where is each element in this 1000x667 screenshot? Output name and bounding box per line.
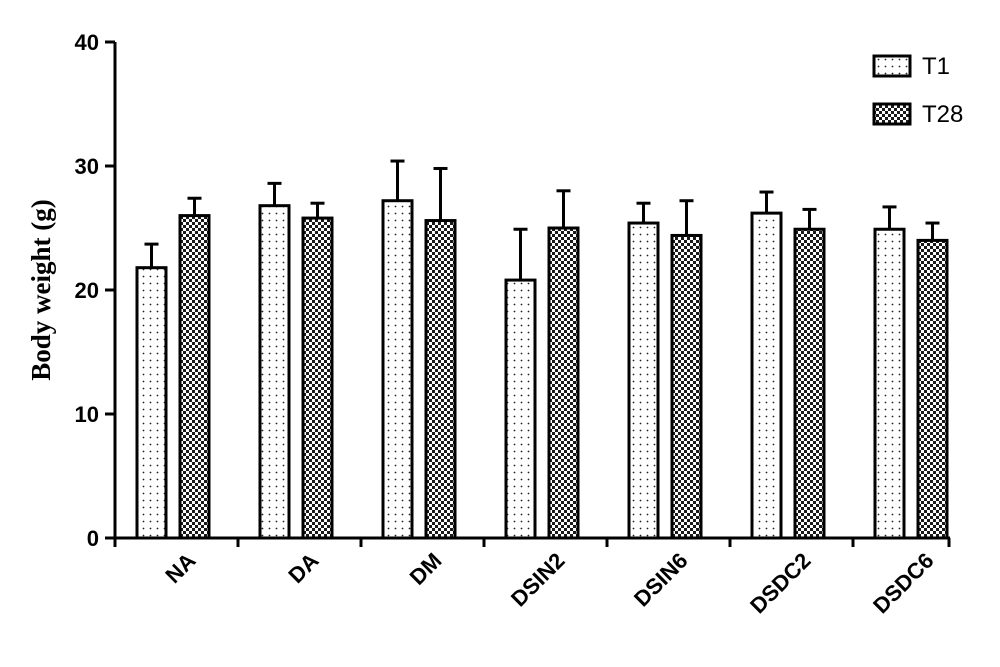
x-tick-label: DSIN6 [629, 548, 692, 611]
bar-t1-dsin6 [627, 221, 660, 540]
x-tick-label: DM [405, 548, 447, 590]
bar-t28-da [301, 216, 334, 540]
bar-t1-dm [381, 199, 414, 540]
bar-t28-dsdc6 [916, 238, 949, 540]
y-tick-label: 30 [75, 154, 99, 179]
y-tick-label: 0 [87, 526, 99, 551]
bar-t28-dm [424, 219, 457, 540]
bar-t1-dsin2 [504, 278, 537, 540]
bar-t1-da [258, 204, 291, 540]
legend-swatch-t28 [872, 102, 912, 126]
y-tick-label: 20 [75, 278, 99, 303]
legend-label-t28: T28 [922, 101, 963, 128]
bar-t28-na [178, 214, 211, 540]
legend-swatch-t1 [872, 54, 912, 78]
x-tick-label: NA [160, 548, 200, 588]
bar-t1-na [135, 266, 168, 540]
legend-label-t1: T1 [922, 53, 950, 80]
x-tick-label: DA [283, 548, 323, 588]
y-tick-label: 40 [75, 30, 99, 55]
bar-t1-dsdc6 [873, 227, 906, 540]
bar-t28-dsin6 [670, 233, 703, 540]
bar-t28-dsdc2 [793, 227, 826, 540]
x-tick-label: DSDC2 [745, 548, 815, 618]
bar-t28-dsin2 [547, 226, 580, 540]
x-tick-label: DSIN2 [506, 548, 569, 611]
x-tick-label: DSDC6 [868, 548, 938, 618]
bar-t1-dsdc2 [750, 211, 783, 540]
legend: T1 T28 [872, 53, 963, 128]
y-axis-label: Body weight (g) [26, 199, 56, 381]
plot-area: 0 10 20 30 40 NA DA DM DSIN2 DSIN6 DSDC2 DSDC6 [75, 30, 951, 618]
y-tick-label: 10 [75, 402, 99, 427]
